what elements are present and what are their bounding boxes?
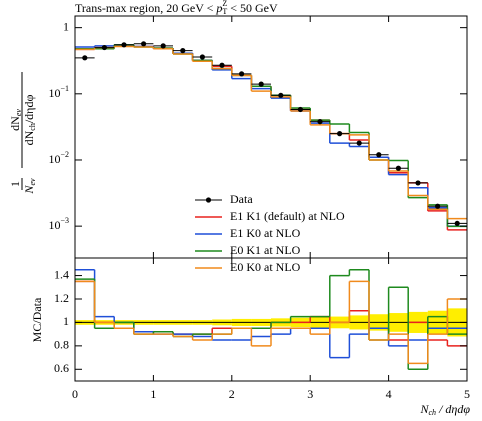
data-point (258, 81, 264, 87)
x-tick-label: 0 (72, 387, 78, 401)
y-tick-label-exp: −2 (60, 150, 69, 159)
y-tick-label: 10−2 (48, 150, 69, 166)
x-label-part: N (419, 402, 429, 416)
data-point (141, 41, 147, 47)
data-point (356, 140, 362, 146)
data-point (121, 42, 127, 48)
y-label-part: dNch/dηdφ (22, 95, 37, 146)
title-part: Z (222, 0, 227, 8)
data-point (415, 180, 421, 186)
legend-label: E1 K0 at NLO (230, 226, 301, 240)
y-label-part: Nev (22, 178, 37, 195)
legend-label: E1 K1 (default) at NLO (230, 209, 345, 223)
y-tick-label: 1.4 (54, 267, 69, 281)
data-point (337, 131, 343, 137)
x-tick-label: 1 (150, 387, 156, 401)
y-axis-label: 1 Nev dNev dNch/dηdφ (8, 72, 37, 195)
data-point (435, 203, 441, 209)
y-label-part: N (22, 185, 36, 195)
plot-area (75, 41, 467, 231)
x-tick-label: 4 (386, 387, 392, 401)
y-label-part: ev (28, 178, 37, 186)
title-part: Trans-max region, 20 GeV < (75, 1, 216, 15)
title-part: p (215, 1, 222, 15)
y-tick-label-base: 10 (48, 218, 60, 232)
y-tick-label-exp: −1 (60, 84, 69, 93)
data-point (219, 62, 225, 68)
y-label-part: dN (22, 130, 36, 145)
data-point (82, 55, 88, 61)
legend-swatch (205, 197, 212, 203)
y-tick-label-base: 10 (48, 86, 60, 100)
data-point (239, 71, 245, 77)
ratio-y-label: MC/Data (30, 297, 44, 342)
chart-title: Trans-max region, 20 GeV < pTZ < 50 GeV (75, 0, 278, 16)
y-tick-label-base: 10 (48, 152, 60, 166)
y-tick-label: 0.6 (54, 361, 69, 375)
y-tick-label: 0.8 (54, 338, 69, 352)
y-label-part: ev (14, 109, 23, 117)
data-point (317, 119, 323, 125)
data-point (199, 54, 205, 60)
y-label-part: dN (8, 116, 22, 131)
y-label-part: /dηdφ (22, 95, 36, 124)
y-tick-label: 1 (63, 19, 69, 33)
y-label-part: ch (28, 123, 37, 131)
y-tick-label: 10−1 (48, 84, 69, 100)
data-point (454, 220, 460, 227)
legend-label: Data (230, 192, 253, 206)
y-tick-label: 10−3 (48, 216, 69, 232)
title-part: < 50 GeV (227, 1, 278, 15)
y-tick-label: 1.2 (54, 291, 69, 305)
plot-area (75, 268, 467, 371)
x-label-part: / dηdφ (436, 402, 470, 416)
y-tick-label: 1 (63, 314, 69, 328)
data-point (278, 92, 284, 98)
data-point (160, 43, 166, 49)
x-axis-label: Nch / dηdφ (419, 402, 470, 417)
x-tick-label: 2 (229, 387, 235, 401)
data-point (376, 152, 382, 158)
data-point (297, 106, 303, 113)
frame (74, 257, 468, 382)
x-label-part: ch (429, 408, 437, 417)
y-tick-label-exp: −3 (60, 216, 69, 225)
data-point (101, 44, 107, 51)
data-point (395, 165, 401, 171)
data-point (180, 47, 186, 54)
title-part: T (222, 7, 227, 16)
y-label-part: dNev (8, 109, 23, 131)
x-tick-label: 5 (464, 387, 470, 401)
x-tick-label: 3 (307, 387, 313, 401)
legend-label: E0 K0 at NLO (230, 260, 301, 274)
y-label-part: 1 (8, 181, 22, 187)
legend-label: E0 K1 at NLO (230, 243, 301, 257)
